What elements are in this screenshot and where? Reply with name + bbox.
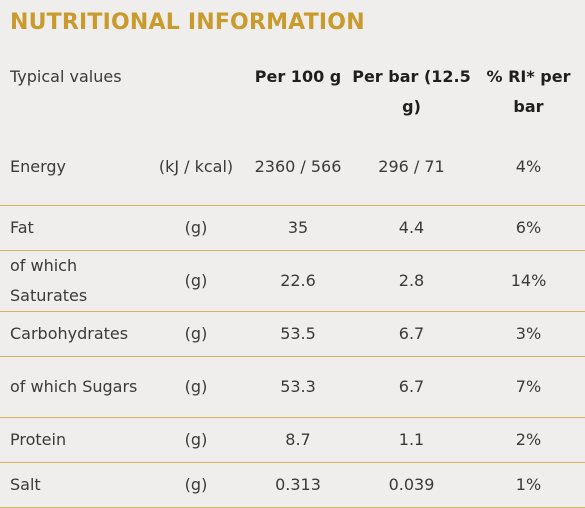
row-per-bar: 0.039: [388, 474, 435, 494]
header-typical-values: Typical values: [10, 67, 122, 86]
row-per-100g: 8.7: [285, 429, 311, 449]
nutrition-table: Typical values Per 100 g Per bar (12.5 g…: [0, 55, 585, 508]
row-per-100g: 35: [287, 217, 309, 237]
row-label: Salt: [10, 474, 41, 494]
row-ri: 7%: [515, 376, 542, 396]
row-unit: (kJ / kcal): [158, 157, 234, 177]
row-label: Protein: [10, 429, 67, 449]
row-per-bar: 1.1: [398, 429, 425, 449]
header-unit: [147, 55, 245, 130]
row-per-bar: 296 / 71: [378, 157, 445, 177]
row-unit: (g): [184, 429, 208, 449]
table-row: of which Sugars (g) 53.3 6.7 7%: [0, 356, 585, 417]
table-row: Salt (g) 0.313 0.039 1%: [0, 462, 585, 507]
header-per-bar: Per bar (12.5 g): [352, 67, 471, 116]
table-row: of which Saturates (g) 22.6 2.8 14%: [0, 250, 585, 311]
row-unit: (g): [184, 376, 208, 396]
row-ri: 14%: [510, 270, 547, 290]
row-label: Fat: [10, 217, 34, 237]
row-per-bar: 6.7: [398, 376, 425, 396]
row-per-bar: 2.8: [398, 270, 425, 290]
row-ri: 2%: [515, 429, 542, 449]
row-ri: 6%: [515, 217, 542, 237]
row-per-100g: 53.5: [280, 323, 316, 343]
row-unit: (g): [184, 270, 208, 290]
table-row: Carbohydrates (g) 53.5 6.7 3%: [0, 311, 585, 356]
row-unit: (g): [184, 474, 208, 494]
row-per-100g: 22.6: [280, 270, 316, 290]
header-row: Typical values Per 100 g Per bar (12.5 g…: [0, 55, 585, 130]
header-per-100g: Per 100 g: [254, 67, 342, 86]
row-per-100g: 53.3: [280, 376, 316, 396]
row-per-100g: 2360 / 566: [254, 157, 342, 177]
row-ri: 3%: [515, 323, 542, 343]
row-label: Energy: [10, 157, 67, 177]
row-per-bar: 6.7: [398, 323, 425, 343]
row-ri: 4%: [515, 157, 542, 177]
row-label: of which Saturates: [10, 255, 88, 305]
row-per-bar: 4.4: [398, 217, 425, 237]
table-row: Energy (kJ / kcal) 2360 / 566 296 / 71 4…: [0, 130, 585, 205]
header-ri-per-bar: % RI* per bar: [486, 67, 571, 116]
row-unit: (g): [184, 217, 208, 237]
row-label: of which Sugars: [10, 376, 138, 396]
row-label: Carbohydrates: [10, 323, 129, 343]
page-title: NUTRITIONAL INFORMATION: [10, 10, 365, 35]
row-unit: (g): [184, 323, 208, 343]
row-per-100g: 0.313: [275, 474, 321, 494]
table-row: Fat (g) 35 4.4 6%: [0, 205, 585, 250]
row-ri: 1%: [515, 474, 542, 494]
table-row: Protein (g) 8.7 1.1 2%: [0, 417, 585, 462]
